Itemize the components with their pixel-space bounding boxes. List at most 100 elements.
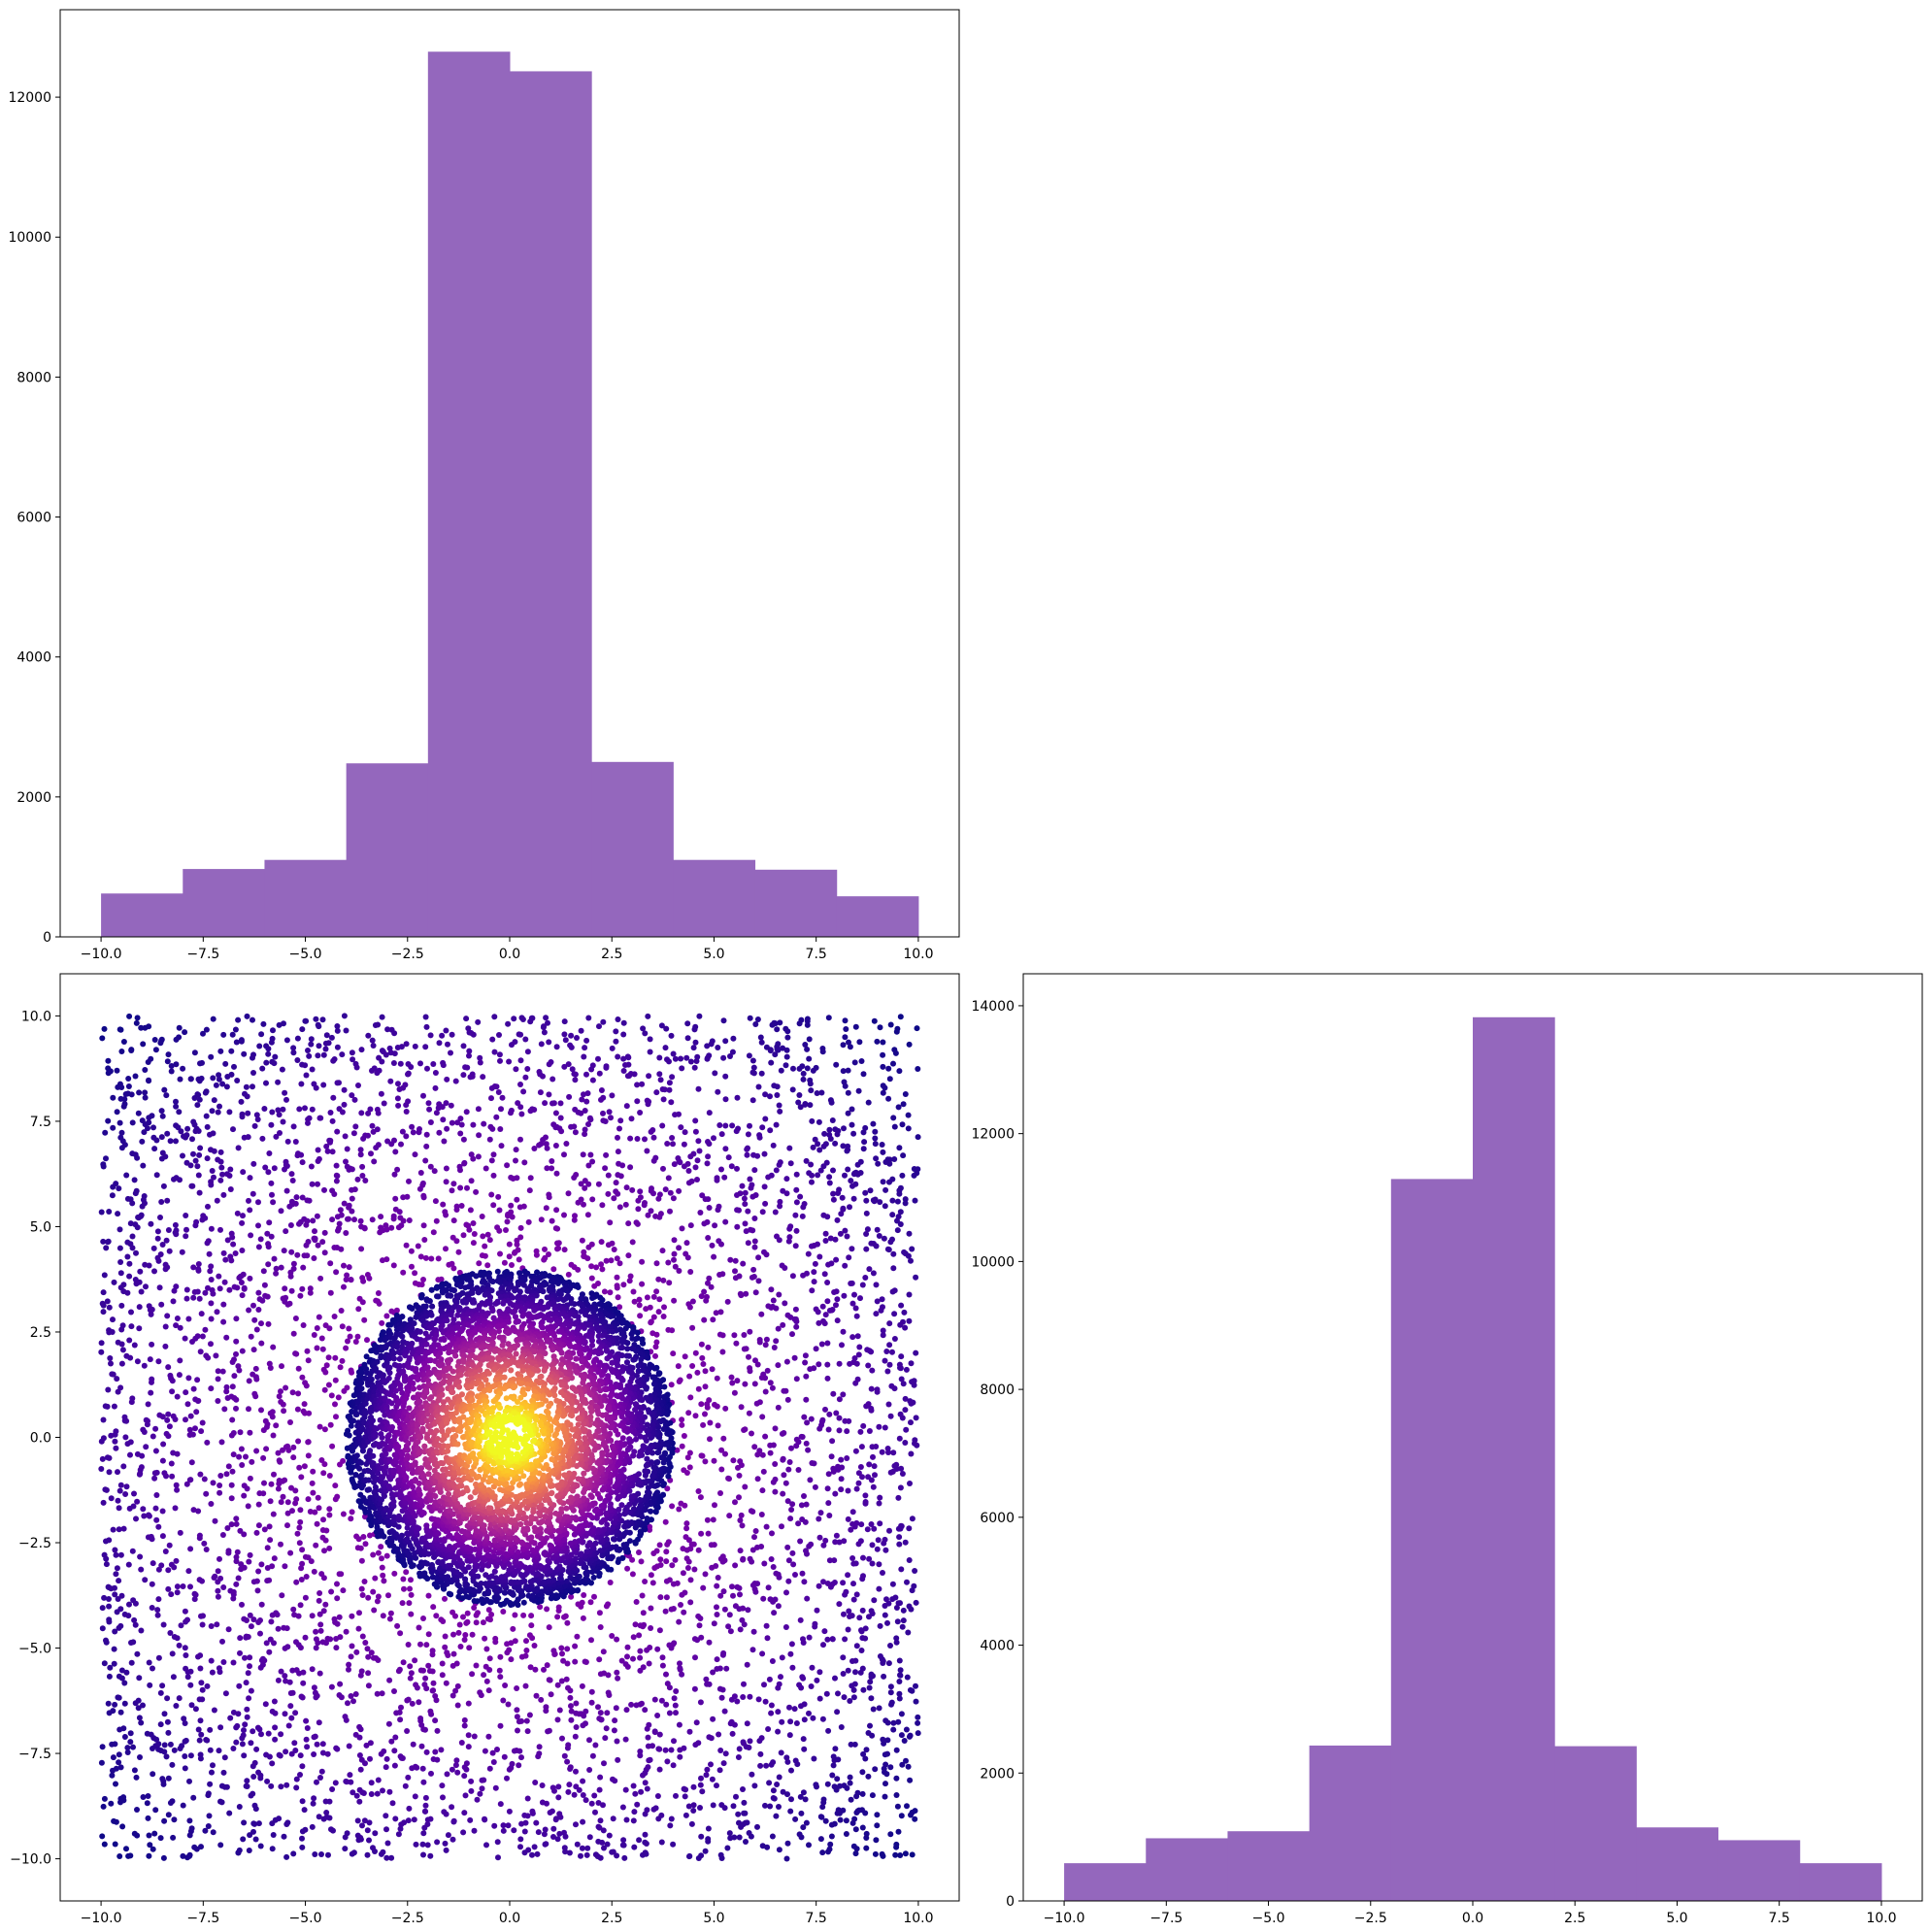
- scatter-point: [119, 1322, 126, 1329]
- scatter-point: [356, 1798, 363, 1805]
- scatter-point: [874, 1038, 881, 1045]
- scatter-point: [321, 1386, 328, 1393]
- scatter-point: [302, 1062, 309, 1069]
- scatter-point: [695, 1385, 702, 1392]
- scatter-point: [563, 1676, 570, 1682]
- scatter-point: [243, 1453, 249, 1460]
- scatter-point: [735, 1811, 742, 1817]
- scatter-point: [734, 1583, 741, 1590]
- scatter-point: [747, 1368, 753, 1375]
- scatter-point: [134, 1015, 141, 1021]
- scatter-point: [302, 1105, 308, 1112]
- scatter-point: [184, 1616, 190, 1623]
- scatter-point: [891, 1463, 898, 1469]
- scatter-point: [554, 1836, 561, 1843]
- scatter-point: [659, 1086, 666, 1092]
- scatter-point: [357, 1147, 364, 1153]
- scatter-point: [159, 1113, 166, 1119]
- scatter-point: [283, 1625, 290, 1632]
- scatter-point: [130, 1503, 137, 1510]
- scatter-point: [480, 1233, 486, 1240]
- scatter-point: [495, 1193, 502, 1200]
- scatter-point: [183, 1134, 188, 1141]
- scatter-point: [299, 1194, 306, 1201]
- scatter-point: [360, 1278, 367, 1284]
- scatter-point: [159, 1533, 166, 1540]
- scatter-point: [123, 1846, 129, 1852]
- scatter-point: [131, 1342, 138, 1349]
- scatter-point: [233, 1520, 240, 1527]
- scatter-point: [292, 1748, 299, 1753]
- scatter-point: [354, 1333, 361, 1340]
- scatter-point: [506, 1241, 513, 1248]
- scatter-point: [353, 1649, 360, 1655]
- scatter-point: [845, 1089, 851, 1096]
- scatter-point: [434, 1839, 441, 1846]
- scatter-point: [406, 1217, 413, 1223]
- scatter-point: [647, 1049, 653, 1055]
- scatter-point: [652, 1508, 659, 1515]
- scatter-point: [146, 1262, 152, 1269]
- scatter-point: [117, 1853, 123, 1859]
- scatter-point: [387, 1078, 394, 1084]
- scatter-point: [820, 1212, 827, 1218]
- scatter-point: [852, 1305, 859, 1312]
- scatter-point: [557, 1100, 564, 1107]
- scatter-point: [225, 1463, 232, 1470]
- scatter-point: [698, 1775, 704, 1782]
- scatter-point: [222, 1060, 229, 1067]
- scatter-point: [381, 1100, 387, 1107]
- scatter-point: [806, 1634, 813, 1641]
- scatter-point: [820, 1642, 826, 1649]
- scatter-point: [417, 1641, 423, 1648]
- scatter-point: [423, 1642, 430, 1649]
- scatter-point: [568, 1032, 575, 1039]
- scatter-point: [833, 1302, 839, 1309]
- scatter-point: [303, 1221, 310, 1228]
- scatter-point: [828, 1099, 835, 1106]
- scatter-point: [402, 1782, 409, 1789]
- scatter-point: [880, 1051, 886, 1058]
- scatter-point: [406, 1805, 413, 1812]
- scatter-point: [730, 1457, 737, 1464]
- scatter-point: [785, 1238, 792, 1245]
- scatter-point: [513, 1157, 518, 1164]
- scatter-point: [811, 1269, 817, 1276]
- scatter-point: [783, 1855, 790, 1862]
- scatter-point: [190, 1507, 197, 1514]
- scatter-point: [234, 1210, 241, 1216]
- scatter-point: [580, 1615, 586, 1621]
- scatter-point: [806, 1710, 812, 1716]
- scatter-point: [228, 1495, 235, 1502]
- scatter-point: [812, 1260, 818, 1267]
- scatter-point: [314, 1345, 320, 1351]
- scatter-point: [716, 1331, 723, 1338]
- scatter-point: [863, 1231, 870, 1237]
- scatter-point: [146, 1119, 152, 1126]
- scatter-point: [349, 1049, 355, 1056]
- scatter-point: [440, 1062, 447, 1069]
- scatter-point: [183, 1213, 189, 1218]
- scatter-point: [149, 1581, 155, 1587]
- scatter-point: [397, 1060, 404, 1067]
- scatter-point: [221, 1406, 228, 1413]
- scatter-point: [898, 1711, 905, 1717]
- scatter-point: [845, 1667, 851, 1674]
- scatter-point: [770, 1142, 777, 1149]
- scatter-point: [169, 1473, 176, 1480]
- scatter-point: [809, 1460, 816, 1466]
- scatter-point: [128, 1323, 135, 1330]
- scatter-point: [566, 1093, 573, 1100]
- scatter-point: [220, 1301, 227, 1308]
- scatter-point: [449, 1119, 455, 1126]
- scatter-point: [477, 1790, 483, 1797]
- scatter-point: [761, 1183, 768, 1190]
- scatter-point: [272, 1736, 279, 1743]
- scatter-point: [153, 1492, 160, 1498]
- scatter-point: [781, 1472, 787, 1479]
- scatter-point: [383, 1755, 390, 1762]
- scatter-point: [687, 1599, 694, 1606]
- scatter-point: [343, 1027, 350, 1034]
- x-tick-label: 7.5: [806, 947, 827, 962]
- scatter-point: [571, 1791, 578, 1798]
